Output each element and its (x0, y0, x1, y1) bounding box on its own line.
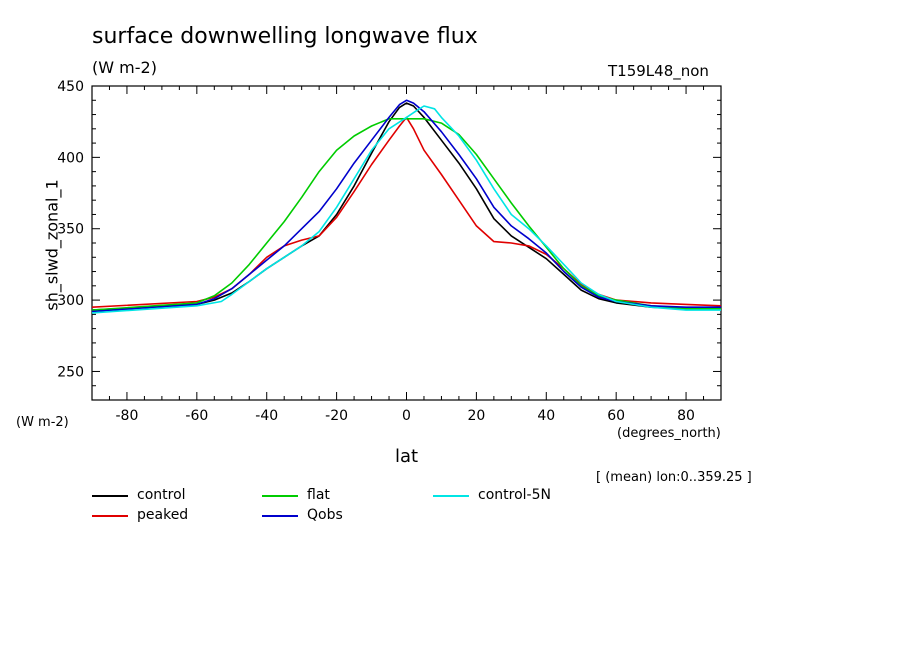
legend-swatch (92, 515, 128, 517)
series-line-peaked (91, 116, 722, 308)
x-tick-label: -60 (185, 408, 208, 424)
series-line-qobs (91, 99, 721, 313)
x-tick-label: 20 (467, 408, 485, 424)
y-tick-label: 450 (57, 79, 84, 95)
chart-subtitle: (W m-2) (92, 58, 157, 77)
legend-label: Qobs (307, 507, 343, 523)
y-axis-label: sh_slwd_zonal_1 (42, 179, 62, 311)
legend-label: control (137, 487, 186, 503)
x-tick-label: 80 (677, 408, 695, 424)
run-id-label: T159L48_non (608, 62, 709, 80)
x-axis-unit: (degrees_north) (617, 426, 721, 441)
legend-label: peaked (137, 507, 189, 523)
y-tick-label: 350 (57, 222, 84, 238)
series-line-control-5n (91, 105, 721, 314)
x-tick-label: -20 (325, 408, 348, 424)
plot-frame (91, 85, 722, 401)
x-tick-label: -40 (255, 408, 278, 424)
y-tick-label: 400 (57, 150, 84, 166)
x-tick-label: 0 (402, 408, 411, 424)
y-tick-label: 300 (57, 293, 84, 309)
legend-swatch (92, 495, 128, 497)
x-tick-label: 40 (537, 408, 555, 424)
legend-swatch (262, 515, 298, 517)
y-tick-label: 250 (57, 364, 84, 380)
legend-swatch (262, 495, 298, 497)
legend-swatch (433, 495, 469, 497)
legend-label: control-5N (478, 487, 551, 503)
series-line-flat (91, 118, 721, 311)
legend-label: flat (307, 487, 330, 503)
x-axis-label: lat (395, 446, 419, 467)
x-tick-label: -80 (116, 408, 139, 424)
series-line-control (91, 102, 721, 311)
mean-note: [ (mean) lon:0..359.25 ] (596, 470, 752, 485)
x-tick-label: 60 (607, 408, 625, 424)
y-axis-unit: (W m-2) (16, 415, 69, 430)
chart-title: surface downwelling longwave flux (92, 24, 478, 49)
